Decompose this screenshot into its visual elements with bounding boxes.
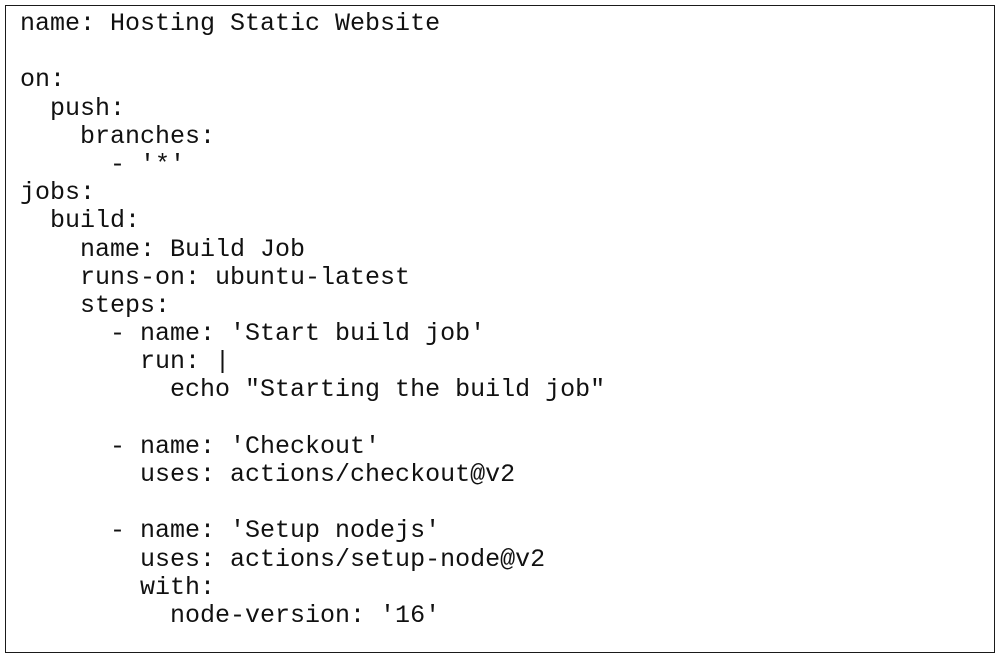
code-line-push: push: — [20, 93, 126, 123]
code-line-runs-on: runs-on: ubuntu-latest — [20, 262, 411, 292]
code-line-step-start-echo: echo "Starting the build job" — [20, 375, 606, 405]
code-line-jobs: jobs: — [20, 178, 96, 208]
code-line-step-setup-with: with: — [20, 572, 216, 602]
code-line-step-setup-name: - name: 'Setup nodejs' — [20, 516, 441, 546]
code-line-step-checkout-uses: uses: actions/checkout@v2 — [20, 460, 516, 489]
code-line-blank — [20, 489, 994, 517]
code-block: name: Hosting Static Website on: push: br… — [6, 6, 994, 630]
code-line-job-name: name: Build Job — [20, 234, 306, 264]
code-line-blank — [20, 405, 994, 433]
code-line-on: on: — [20, 65, 66, 95]
code-line-build: build: — [20, 206, 141, 236]
code-line-branches: branches: — [20, 121, 216, 151]
code-line-blank — [20, 38, 994, 66]
code-line-step-start-run: run: | — [20, 347, 231, 377]
code-line-branch-pattern: - '*' — [20, 149, 186, 179]
code-line-steps: steps: — [20, 290, 171, 320]
code-line-workflow-name: name: Hosting Static Website — [20, 9, 441, 38]
code-frame: name: Hosting Static Website on: push: br… — [5, 5, 995, 653]
code-line-step-checkout-name: - name: 'Checkout' — [20, 431, 381, 461]
code-line-step-start-name: - name: 'Start build job' — [20, 319, 486, 349]
code-line-step-setup-node-version: node-version: '16' — [20, 600, 441, 630]
code-line-step-setup-uses: uses: actions/setup-node@v2 — [20, 544, 546, 574]
